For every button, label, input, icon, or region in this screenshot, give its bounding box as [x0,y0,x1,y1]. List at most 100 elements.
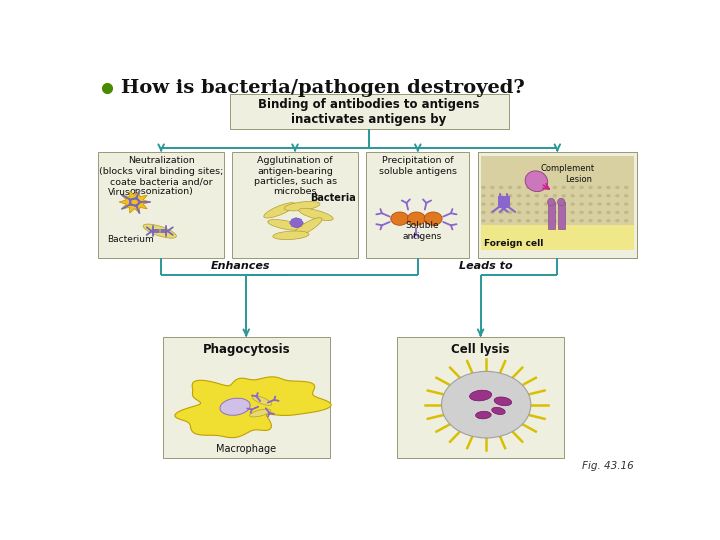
Circle shape [544,194,548,198]
Circle shape [606,219,611,222]
Ellipse shape [273,231,309,240]
Circle shape [508,211,513,214]
Ellipse shape [525,171,548,192]
Circle shape [526,186,530,189]
Circle shape [517,186,521,189]
Ellipse shape [220,398,250,415]
Circle shape [562,194,566,198]
Circle shape [570,186,575,189]
Circle shape [562,202,566,206]
Circle shape [588,202,593,206]
Circle shape [499,186,503,189]
Circle shape [526,194,530,198]
Circle shape [517,194,521,198]
Ellipse shape [268,220,303,230]
Text: Lesion: Lesion [565,175,593,184]
Bar [481,225,634,250]
Circle shape [562,211,566,214]
Circle shape [588,211,593,214]
Text: Binding of antibodies to antigens
inactivates antigens by: Binding of antibodies to antigens inacti… [258,98,480,126]
Circle shape [481,202,485,206]
Circle shape [570,211,575,214]
Circle shape [408,212,426,225]
Bar [481,156,634,250]
Circle shape [481,219,485,222]
Ellipse shape [547,198,555,206]
Circle shape [597,219,602,222]
Bar [90,65,648,109]
Circle shape [624,219,629,222]
Text: Virus: Virus [109,188,131,197]
Ellipse shape [469,390,492,401]
Circle shape [490,211,495,214]
Circle shape [535,211,539,214]
Circle shape [624,211,629,214]
FancyBboxPatch shape [366,152,469,258]
Ellipse shape [252,396,271,406]
Circle shape [535,194,539,198]
Circle shape [580,202,584,206]
Circle shape [552,211,557,214]
Circle shape [490,194,495,198]
Circle shape [535,219,539,222]
Circle shape [606,194,611,198]
Ellipse shape [284,201,320,211]
Text: Neutralization
(blocks viral binding sites;
coate bacteria and/or
opsonization): Neutralization (blocks viral binding sit… [99,156,223,197]
Circle shape [597,202,602,206]
Circle shape [624,194,629,198]
Circle shape [562,219,566,222]
Circle shape [481,186,485,189]
Circle shape [570,194,575,198]
Text: Bacteria: Bacteria [310,193,356,202]
Circle shape [580,194,584,198]
Circle shape [588,194,593,198]
Circle shape [552,186,557,189]
FancyBboxPatch shape [163,337,330,458]
Circle shape [499,219,503,222]
Ellipse shape [494,397,512,406]
Circle shape [615,211,619,214]
Ellipse shape [143,224,176,238]
Circle shape [481,194,485,198]
Circle shape [490,202,495,206]
Circle shape [588,219,593,222]
Circle shape [552,219,557,222]
Text: Enhances: Enhances [211,260,271,271]
Circle shape [570,219,575,222]
FancyBboxPatch shape [99,152,224,258]
Text: Precipitation of
soluble antigens: Precipitation of soluble antigens [379,156,456,176]
Circle shape [499,194,503,198]
Circle shape [517,202,521,206]
Circle shape [508,186,513,189]
Circle shape [597,186,602,189]
Circle shape [490,186,495,189]
Ellipse shape [299,208,333,220]
Circle shape [526,202,530,206]
Text: Fig. 43.16: Fig. 43.16 [582,462,634,471]
Circle shape [508,219,513,222]
Circle shape [606,186,611,189]
Text: Soluble
antigens: Soluble antigens [402,221,441,241]
Ellipse shape [476,411,491,419]
Circle shape [535,186,539,189]
Ellipse shape [441,372,531,438]
Circle shape [570,202,575,206]
Polygon shape [175,377,331,437]
Circle shape [508,202,513,206]
Circle shape [588,186,593,189]
Circle shape [526,211,530,214]
Circle shape [615,219,619,222]
Circle shape [580,219,584,222]
Circle shape [517,219,521,222]
Circle shape [580,186,584,189]
Text: Macrophage: Macrophage [216,444,276,454]
Circle shape [580,211,584,214]
Ellipse shape [264,202,296,218]
Ellipse shape [557,198,565,206]
Text: How is bacteria/pathogen destroyed?: How is bacteria/pathogen destroyed? [121,79,524,97]
Text: Cell lysis: Cell lysis [451,343,510,356]
Ellipse shape [250,409,271,417]
Text: Complement fixation
(activation
of complement): Complement fixation (activation of compl… [508,156,607,186]
Circle shape [615,194,619,198]
Circle shape [615,186,619,189]
